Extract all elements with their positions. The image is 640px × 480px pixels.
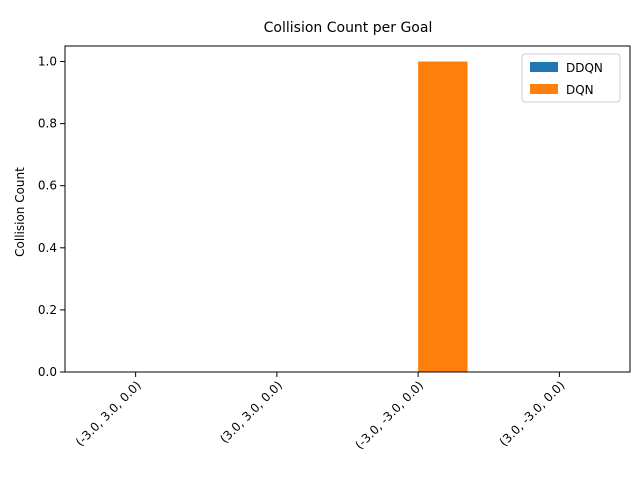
y-tick-label: 0.2 [38, 303, 57, 317]
x-tick-label: (-3.0, 3.0, 0.0) [73, 378, 144, 449]
x-tick-label: (-3.0, -3.0, 0.0) [352, 378, 426, 452]
x-tick-label: (3.0, 3.0, 0.0) [217, 378, 285, 446]
legend-label-dqn: DQN [566, 83, 594, 97]
legend-label-ddqn: DDQN [566, 61, 603, 75]
y-tick-label: 0.8 [38, 117, 57, 131]
bar-dqn-2 [418, 61, 468, 373]
legend-swatch-dqn [530, 84, 558, 94]
legend-swatch-ddqn [530, 62, 558, 72]
axes-frame [64, 45, 631, 373]
plot-area: 0.0 0.2 0.4 0.6 0.8 1.0 (-3.0, 3.0, 0.0) (3.0, … [38, 45, 631, 452]
chart-title: Collision Count per Goal [264, 20, 433, 36]
legend: DDQN DQN [521, 53, 621, 103]
y-tick-label: 1.0 [38, 55, 57, 69]
y-axis-label: Collision Count [13, 167, 27, 257]
y-tick-label: 0.0 [38, 365, 57, 379]
y-tick-label: 0.6 [38, 179, 57, 193]
x-tick-label: (3.0, -3.0, 0.0) [497, 378, 568, 449]
y-tick-label: 0.4 [38, 241, 57, 255]
